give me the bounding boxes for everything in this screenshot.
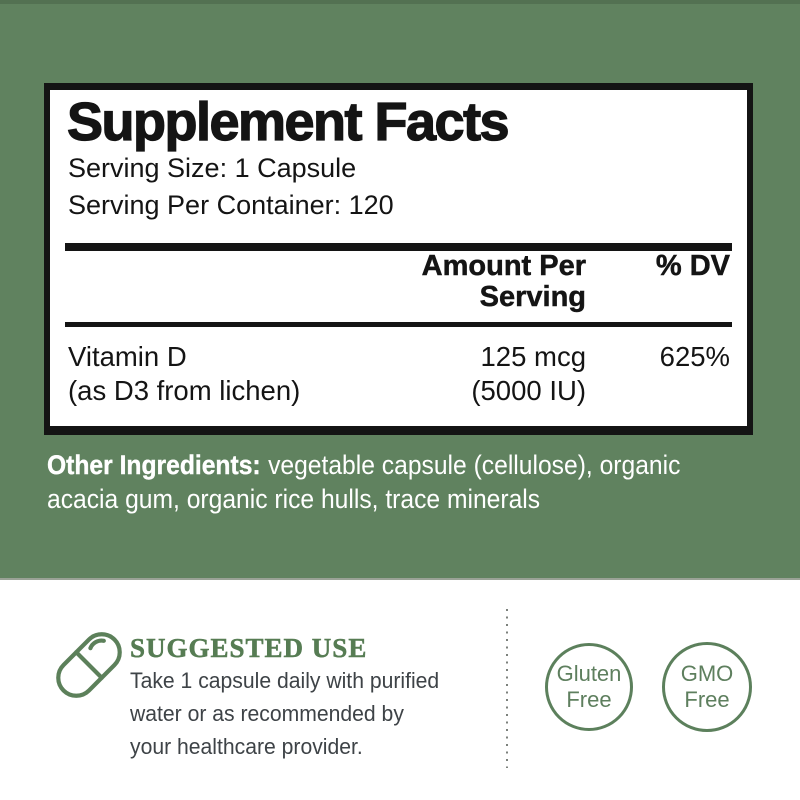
suggested-use-section: SUGGESTED USE Take 1 capsule daily with …: [0, 582, 800, 800]
other-ingredients-list: vegetable capsule (cellulose), organic a…: [47, 450, 681, 514]
supplement-facts-title: Supplement Facts: [66, 91, 510, 152]
nutrient-dv-value: 625%: [659, 341, 730, 372]
suggested-use-text: Take 1 capsule daily with purified water…: [130, 668, 440, 759]
gmo-free-badge: GMO Free: [662, 642, 752, 732]
other-ingredients-label: Other Ingredients:: [47, 450, 261, 480]
serving-info-text: Serving Size: 1 Capsule Serving Per Cont…: [68, 153, 394, 220]
thin-divider-bar: [65, 322, 732, 327]
supplement-facts-panel: Supplement Facts Serving Size: 1 Capsule…: [44, 83, 753, 435]
thick-divider-bar: [65, 243, 732, 251]
label-green-background: Supplement Facts Serving Size: 1 Capsule…: [0, 0, 800, 580]
amount-per-serving-header: Amount Per Serving: [421, 250, 586, 313]
gluten-free-badge: Gluten Free: [545, 643, 633, 731]
nutrient-amount: 125 mcg (5000 IU): [471, 341, 586, 406]
nutrient-name: Vitamin D (as D3 from lichen): [68, 341, 301, 406]
other-ingredients-text: Other Ingredients: vegetable capsule (cel…: [47, 449, 735, 516]
capsule-icon: [56, 632, 122, 698]
label-top-edge-shade: [0, 0, 800, 4]
suggested-use-title: SUGGESTED USE: [130, 633, 368, 664]
percent-dv-header: % DV: [655, 250, 731, 282]
dotted-divider: [506, 609, 508, 768]
